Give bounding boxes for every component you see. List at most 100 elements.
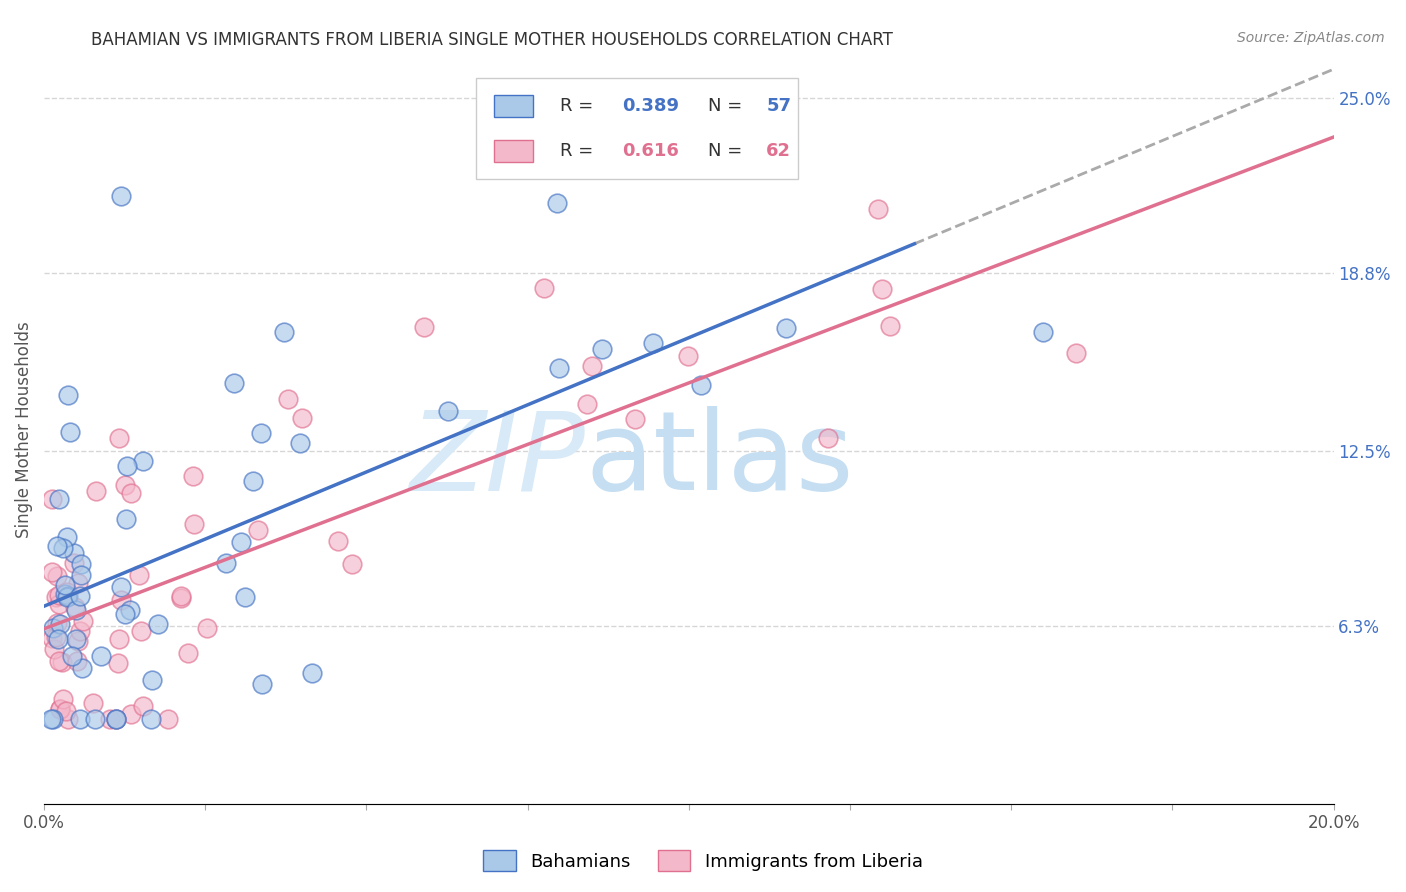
Point [170, 590, 193, 604]
Point [70, 661, 93, 675]
Point [690, 377, 713, 392]
Point [775, 321, 797, 335]
Point [48, 588, 70, 602]
Point [41, 492, 63, 507]
Text: N =: N = [709, 97, 748, 115]
Point [110, 592, 132, 607]
Point [591, 342, 613, 356]
Text: 0.389: 0.389 [621, 97, 679, 115]
Point [53, 578, 76, 592]
Point [1064, 345, 1087, 359]
Point [141, 673, 163, 688]
Point [879, 318, 901, 333]
Y-axis label: Single Mother Households: Single Mother Households [15, 321, 32, 538]
Point [157, 712, 180, 726]
Point [48, 597, 70, 611]
Point [82, 696, 104, 710]
Point [120, 486, 142, 500]
Point [42, 712, 65, 726]
Point [66, 633, 89, 648]
Text: R =: R = [560, 142, 599, 160]
Point [52, 541, 75, 556]
Point [177, 646, 200, 660]
Point [49, 616, 72, 631]
Point [55, 530, 77, 544]
Text: ZIP: ZIP [409, 406, 586, 513]
Point [46, 632, 69, 646]
Point [195, 622, 218, 636]
Point [41, 622, 63, 636]
Text: BAHAMIAN VS IMMIGRANTS FROM LIBERIA SINGLE MOTHER HOUSEHOLDS CORRELATION CHART: BAHAMIAN VS IMMIGRANTS FROM LIBERIA SING… [91, 31, 893, 49]
Point [90, 648, 112, 663]
Text: 57: 57 [766, 97, 792, 115]
Point [105, 712, 128, 726]
Point [548, 361, 571, 376]
Point [41, 712, 63, 726]
Point [817, 431, 839, 445]
Point [56, 589, 79, 603]
Point [326, 534, 349, 549]
Point [48, 654, 70, 668]
Point [290, 436, 312, 450]
Point [575, 397, 598, 411]
Point [58, 388, 80, 402]
Point [114, 478, 136, 492]
Point [132, 698, 155, 713]
Point [247, 523, 270, 537]
Point [169, 591, 191, 606]
Point [56, 585, 79, 599]
Point [41, 631, 63, 645]
Point [55, 704, 77, 718]
Point [250, 677, 273, 691]
Point [546, 196, 568, 211]
Point [107, 657, 129, 671]
Point [1032, 325, 1054, 339]
Text: N =: N = [709, 142, 748, 160]
Point [273, 325, 295, 339]
Point [72, 614, 94, 628]
Point [413, 320, 436, 334]
Point [53, 587, 76, 601]
Point [115, 458, 138, 473]
Point [765, 119, 787, 133]
Point [83, 712, 105, 726]
Bar [494, 140, 533, 162]
Point [55, 590, 77, 604]
Point [65, 632, 87, 646]
Point [110, 189, 132, 203]
Point [342, 557, 364, 571]
Point [242, 475, 264, 489]
Point [46, 539, 69, 553]
Point [231, 534, 253, 549]
Point [69, 557, 91, 571]
Bar [477, 78, 799, 178]
Point [46, 569, 69, 583]
Point [181, 468, 204, 483]
Point [129, 624, 152, 638]
Bar [494, 95, 533, 117]
Point [70, 568, 93, 582]
Text: Source: ZipAtlas.com: Source: ZipAtlas.com [1237, 31, 1385, 45]
Point [69, 589, 91, 603]
Text: R =: R = [560, 97, 599, 115]
Point [45, 591, 67, 605]
Point [98, 712, 121, 726]
Point [56, 712, 79, 726]
Point [641, 335, 664, 350]
Point [104, 712, 127, 726]
Point [104, 712, 127, 726]
Point [45, 630, 67, 644]
Point [533, 281, 555, 295]
Point [183, 517, 205, 532]
Point [118, 603, 141, 617]
Point [870, 282, 893, 296]
Point [277, 392, 299, 406]
Point [84, 483, 107, 498]
Point [69, 712, 91, 726]
Text: 62: 62 [766, 142, 792, 160]
Point [115, 512, 138, 526]
Text: atlas: atlas [586, 406, 855, 513]
Point [108, 431, 131, 445]
Point [132, 454, 155, 468]
Point [41, 565, 63, 579]
